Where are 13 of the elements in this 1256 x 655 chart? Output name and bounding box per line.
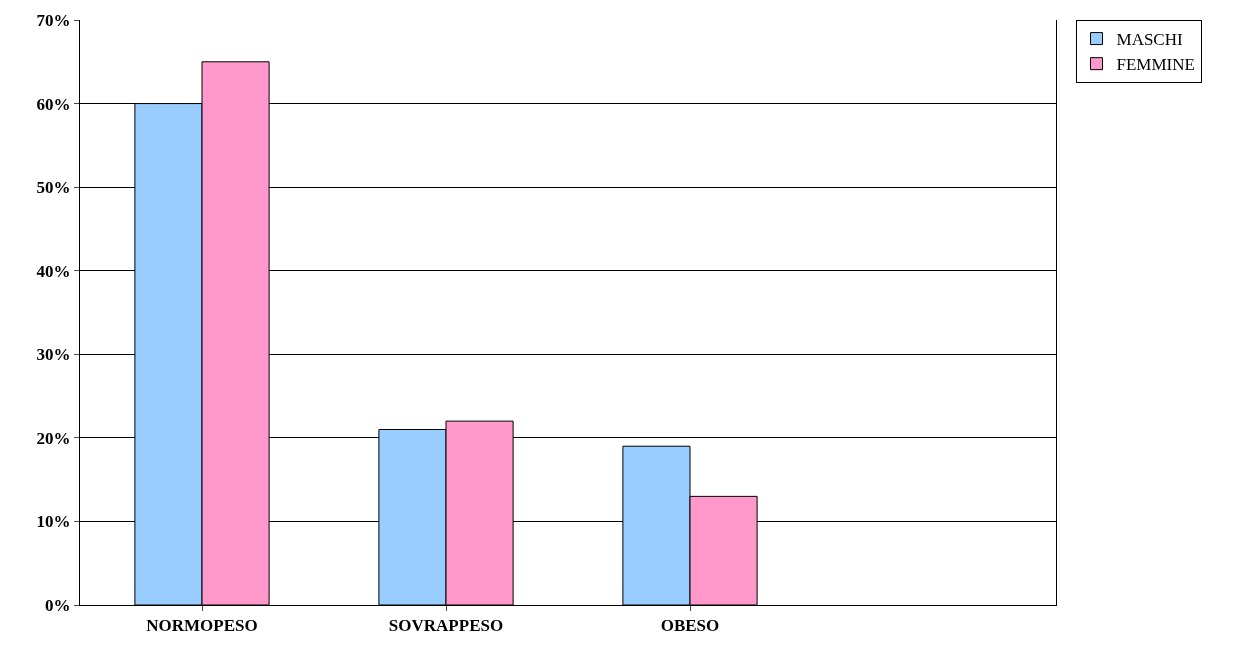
y-tick-label: 50% [36,178,71,198]
y-tick-label: 0% [45,595,71,615]
y-tick-label: 10% [36,512,71,532]
y-tick-label: 30% [36,345,71,365]
x-tick-label: NORMOPESO [146,616,258,636]
legend-label: MASCHI [1116,30,1183,50]
y-tick-label: 60% [36,94,71,114]
y-tick-label: 70% [36,10,71,30]
y-tick-label: 40% [36,261,71,281]
y-tick-label: 20% [36,428,71,448]
x-tick-label: OBESO [660,616,720,636]
legend-label: FEMMINE [1116,55,1195,75]
x-tick-label: SOVRAPPESO [388,616,504,636]
